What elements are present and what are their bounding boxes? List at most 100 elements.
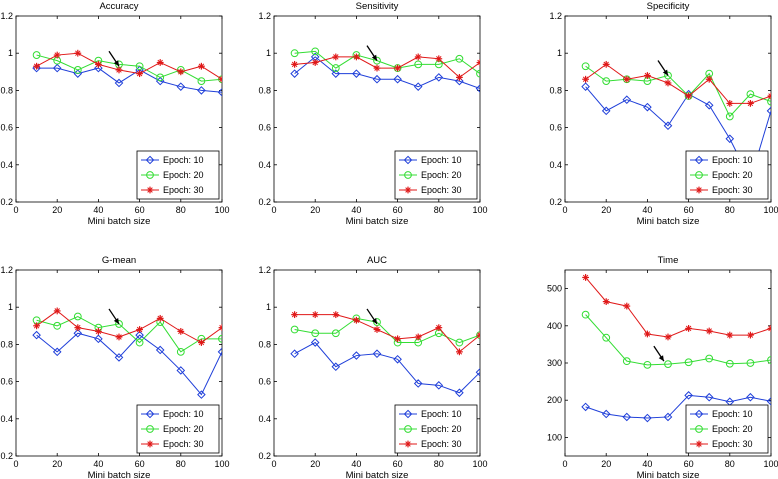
chart-title: G-mean	[102, 255, 136, 266]
data-point	[602, 298, 610, 306]
star-stroke	[353, 317, 360, 323]
data-point	[353, 53, 360, 61]
series-line-epoch-10	[36, 67, 222, 93]
data-point	[331, 64, 340, 72]
data-point	[53, 307, 61, 315]
x-tick-label: 60	[393, 459, 403, 469]
data-point	[332, 311, 340, 319]
data-point	[291, 311, 298, 319]
data-point	[643, 413, 652, 423]
star-stroke	[696, 441, 702, 447]
data-point	[331, 69, 341, 78]
data-point	[622, 412, 632, 422]
data-point	[767, 92, 771, 100]
legend-item: Epoch: 10	[141, 409, 204, 419]
legend-marker	[695, 440, 703, 448]
data-point	[311, 47, 320, 56]
data-point	[53, 51, 61, 59]
data-point	[476, 331, 480, 339]
legend-marker	[695, 171, 703, 179]
star-stroke	[624, 303, 630, 309]
star-stroke	[768, 327, 771, 332]
data-point	[74, 324, 82, 332]
x-tick-label: 80	[176, 459, 186, 469]
legend: Epoch: 10 Epoch: 20 Epoch: 30	[394, 150, 478, 200]
series-group	[32, 49, 222, 97]
legend-marker	[145, 409, 155, 419]
data-point	[290, 69, 299, 78]
star-stroke	[353, 54, 360, 60]
legend-item: Epoch: 20	[141, 170, 204, 180]
star-stroke	[706, 76, 712, 82]
data-point	[198, 339, 205, 346]
data-point	[290, 349, 299, 359]
chart-panel-specificity: Specificity 0 20 40 60 80 100 0.2 0.4 0.6 0.8 1 1.2 M…	[549, 1, 778, 227]
x-tick-label: 100	[214, 459, 229, 469]
data-point	[601, 106, 611, 116]
y-tick-label: 400	[547, 321, 562, 331]
star-stroke	[147, 187, 153, 193]
data-point	[456, 73, 463, 81]
data-point	[725, 112, 734, 121]
x-tick-label: 80	[434, 205, 444, 215]
chart-title: Specificity	[647, 1, 690, 12]
x-tick-label: 40	[351, 459, 361, 469]
legend-item: Epoch: 10	[141, 155, 204, 165]
star-stroke	[665, 80, 671, 86]
data-point	[372, 74, 382, 84]
data-point	[414, 53, 422, 61]
data-point	[290, 49, 299, 58]
data-point	[217, 347, 222, 357]
star-stroke	[747, 100, 754, 107]
star-stroke	[405, 441, 411, 447]
y-tick-label: 0.4	[0, 160, 13, 170]
data-point	[352, 69, 361, 78]
data-point	[602, 333, 611, 342]
data-point	[197, 77, 206, 85]
x-tick-label: 20	[52, 459, 62, 469]
arrow-head	[371, 54, 377, 61]
legend-label: Epoch: 20	[712, 170, 753, 180]
data-point	[705, 75, 713, 83]
data-point	[135, 338, 144, 347]
star-stroke	[157, 315, 163, 322]
legend-item: Epoch: 10	[690, 409, 753, 419]
legend-label: Epoch: 10	[712, 409, 753, 419]
data-point	[311, 311, 319, 319]
x-tick-label: 0	[271, 205, 276, 215]
data-point	[435, 55, 443, 63]
star-stroke	[291, 311, 298, 318]
annotation-arrow	[108, 50, 120, 67]
data-point	[32, 51, 41, 59]
legend-marker	[146, 186, 154, 194]
star-stroke	[75, 324, 81, 331]
x-tick-label: 100	[763, 459, 778, 469]
legend-label: Epoch: 10	[163, 155, 204, 165]
legend-item: Epoch: 30	[690, 185, 753, 195]
data-point	[664, 71, 672, 80]
data-point	[290, 325, 299, 334]
data-point	[53, 321, 62, 330]
annotation-arrow	[366, 308, 378, 325]
legend: Epoch: 10 Epoch: 20 Epoch: 30	[685, 150, 769, 200]
y-tick-label: 0.2	[258, 197, 271, 207]
legend-item: Epoch: 20	[399, 170, 462, 180]
data-point	[136, 70, 143, 78]
x-tick-label: 60	[393, 205, 403, 215]
y-tick-label: 0.2	[0, 451, 13, 461]
data-point	[747, 100, 754, 107]
y-tick-label: 0.6	[258, 377, 271, 387]
star-stroke	[477, 332, 480, 336]
star-stroke	[665, 334, 671, 340]
annotation-arrow	[653, 345, 665, 362]
star-stroke	[374, 326, 380, 333]
series-line-epoch-30	[585, 277, 771, 338]
y-tick-label: 0.8	[549, 85, 562, 95]
series-group	[32, 307, 222, 399]
data-point	[455, 54, 464, 63]
x-axis-label: Mini batch size	[346, 216, 409, 227]
star-stroke	[624, 76, 630, 82]
star-stroke	[582, 76, 589, 82]
data-point	[414, 60, 423, 69]
star-stroke	[394, 65, 401, 71]
